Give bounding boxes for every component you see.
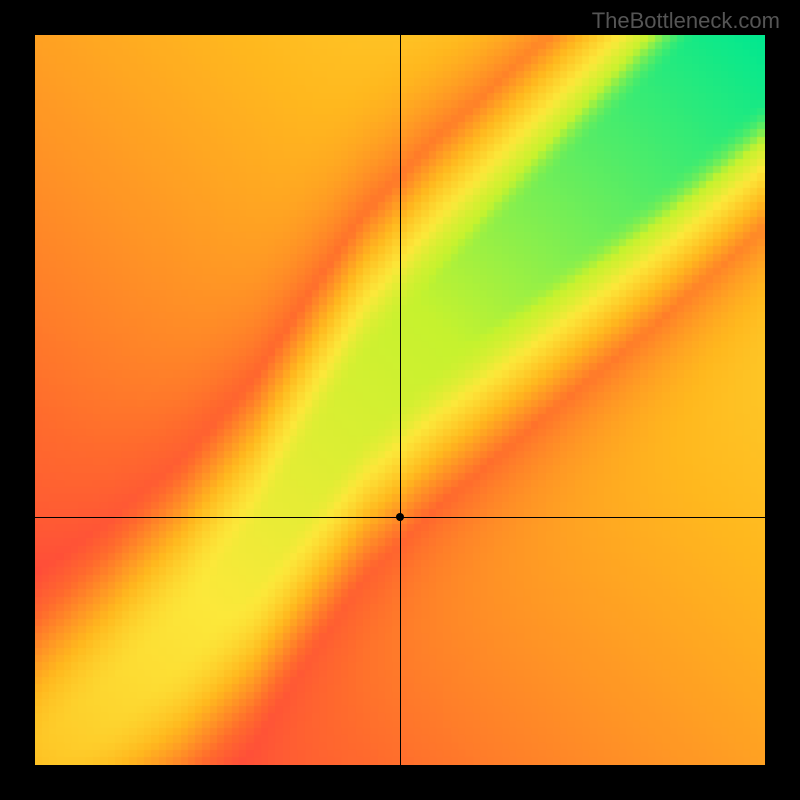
chart-container: TheBottleneck.com — [0, 0, 800, 800]
plot-area — [35, 35, 765, 765]
crosshair-vertical — [400, 35, 401, 765]
crosshair-marker — [396, 513, 404, 521]
watermark-text: TheBottleneck.com — [592, 8, 780, 34]
